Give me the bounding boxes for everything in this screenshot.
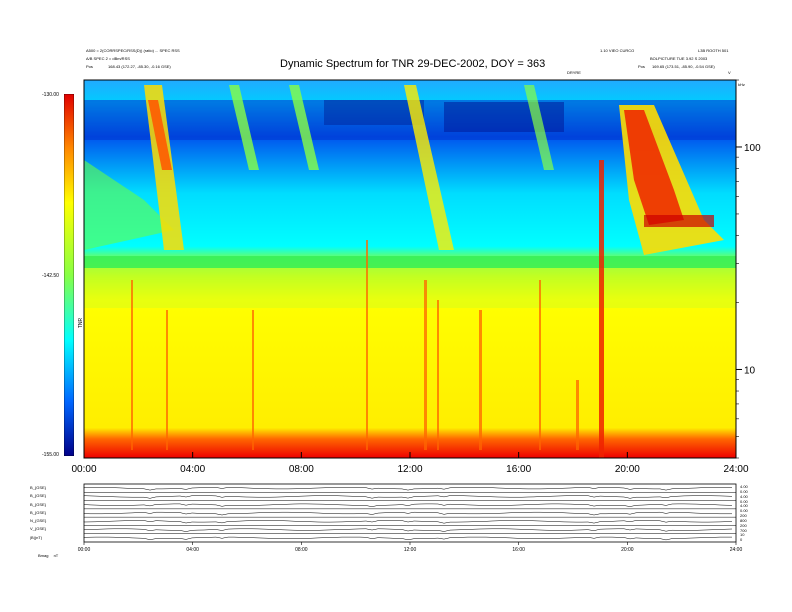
lower-right-label: 4.00 xyxy=(740,484,748,489)
x-tick-label: 20:00 xyxy=(615,464,640,475)
lower-right-label: 0.00 xyxy=(740,488,748,494)
header-left-pos-value: 168.43 (172.27, -85.30, -0.16 GSE) xyxy=(108,64,171,69)
plot-frame xyxy=(83,79,737,459)
type-iii-burst xyxy=(289,85,319,170)
intense-emission-core xyxy=(624,110,684,225)
x-tick-label: 04:00 xyxy=(180,464,205,475)
lower-x-tick-label: 12:00 xyxy=(404,547,417,553)
chart-title: Dynamic Spectrum for TNR 29-DEC-2002, DO… xyxy=(280,58,546,70)
lower-row-label: N_{GSE} xyxy=(30,518,47,524)
lower-right-label: 800 xyxy=(740,517,747,523)
lower-x-tick-label: 24:00 xyxy=(730,547,743,553)
lower-row-label: B_{GSE} xyxy=(30,493,47,499)
footer-label: Bmag xyxy=(38,553,49,558)
lower-x-tick-label: 00:00 xyxy=(78,547,91,553)
lower-right-label: 700 xyxy=(740,527,747,533)
vertical-spikes xyxy=(131,240,579,450)
y-tick-label: 100 xyxy=(744,143,761,154)
header-left-line1: A500 = 2(CORRSPEC/RSS(D)) (ratio) ... SP… xyxy=(86,48,180,53)
lower-panel-trace xyxy=(83,528,733,532)
lower-x-tick-label: 08:00 xyxy=(295,547,308,553)
lower-panel-trace xyxy=(83,536,732,541)
intense-emission-band xyxy=(644,215,714,227)
x-tick-label: 24:00 xyxy=(723,464,748,475)
type-iii-burst xyxy=(524,85,554,170)
type-iii-burst xyxy=(404,85,454,250)
lower-panel-trace xyxy=(83,487,732,491)
lower-panel-trace xyxy=(83,503,733,507)
lower-panel-right-labels: 4.00 0.00 4.00 0.00 4.00 0.00 200 800 200 700 10 0 xyxy=(738,484,768,544)
yellow-green-band xyxy=(84,268,736,308)
type-iii-burst-core xyxy=(148,100,172,170)
footer-unit: nT xyxy=(53,553,59,558)
lower-right-label: 200 xyxy=(740,522,747,528)
lower-right-label: 4.00 xyxy=(740,493,748,499)
header-right-pos-label: Pos xyxy=(638,64,645,69)
header-right-line2: BOLPICTURE TUE 3.92 S 2003 xyxy=(650,56,708,61)
lower-row-label: B_{GSE} xyxy=(30,501,47,507)
lower-panel-row-labels: B_{GSE} B_{GSE} B_{GSE} B_{GSE} N_{GSE} V_{GS… xyxy=(22,484,82,544)
bright-vertical-emission xyxy=(599,160,604,458)
dark-patch xyxy=(444,102,564,132)
y-unit-label: kHz xyxy=(738,82,745,87)
header-right-top1: 1.10 VIEO CURCO xyxy=(600,48,635,53)
lower-row-label: V_{GSE} xyxy=(30,526,47,532)
header-left-pos-label: Pos xyxy=(86,64,93,69)
x-tick-label: 08:00 xyxy=(289,464,314,475)
lower-right-label: 0 xyxy=(740,537,743,543)
header-right-pos-value: 169.65 (173.51, -85.90, -0.54 GSE) xyxy=(652,64,715,69)
colorbar-max-label: -130.00 xyxy=(42,92,59,98)
lower-x-tick-label: 16:00 xyxy=(512,547,525,553)
colorbar-mid-label: -142.50 xyxy=(42,273,59,279)
lower-right-label: 0.00 xyxy=(740,498,748,504)
header-left-line2: A/B SPEC 2 = dBm/RSS xyxy=(86,56,130,61)
lower-panel-trace xyxy=(83,495,733,499)
colorbar-min-label: -155.00 xyxy=(42,452,59,458)
header-mid-marker: DRYRE xyxy=(567,70,581,75)
lower-right-label: 10 xyxy=(740,532,745,538)
lower-x-tick-label: 04:00 xyxy=(186,547,199,553)
header-corner-v: V xyxy=(728,70,731,75)
type-iii-burst xyxy=(229,85,259,170)
header-left-pos: Pos 168.43 (172.27, -85.30, -0.16 GSE) xyxy=(86,64,171,69)
lower-row-label: B_{GSE} xyxy=(30,509,47,515)
y-tick-label: 10 xyxy=(744,365,756,376)
lower-row-label: B_{GSE} xyxy=(30,485,47,490)
lower-right-label: 4.00 xyxy=(740,503,748,509)
lower-right-label: 0.00 xyxy=(740,508,748,514)
dark-patch xyxy=(324,100,424,125)
lower-row-label: |B|(nT) xyxy=(30,534,43,540)
green-wedge xyxy=(84,160,174,250)
lower-x-tick-label: 20:00 xyxy=(621,547,634,553)
x-tick-label: 12:00 xyxy=(397,464,422,475)
lower-panel-trace xyxy=(83,511,732,516)
lower-right-label: 200 xyxy=(740,513,747,518)
x-tick-label: 00:00 xyxy=(71,464,96,475)
lower-panel-trace xyxy=(83,520,733,524)
x-tick-label: 16:00 xyxy=(506,464,531,475)
colorbar xyxy=(64,94,74,456)
header-right-pos: Pos 169.65 (173.51, -85.90, -0.54 GSE) xyxy=(638,64,715,69)
footer-left-label: Bmag nT xyxy=(38,553,58,558)
spectrogram xyxy=(84,80,736,458)
green-band xyxy=(84,256,736,268)
header-right-top2: L3B ROOTH 501 xyxy=(698,48,729,53)
